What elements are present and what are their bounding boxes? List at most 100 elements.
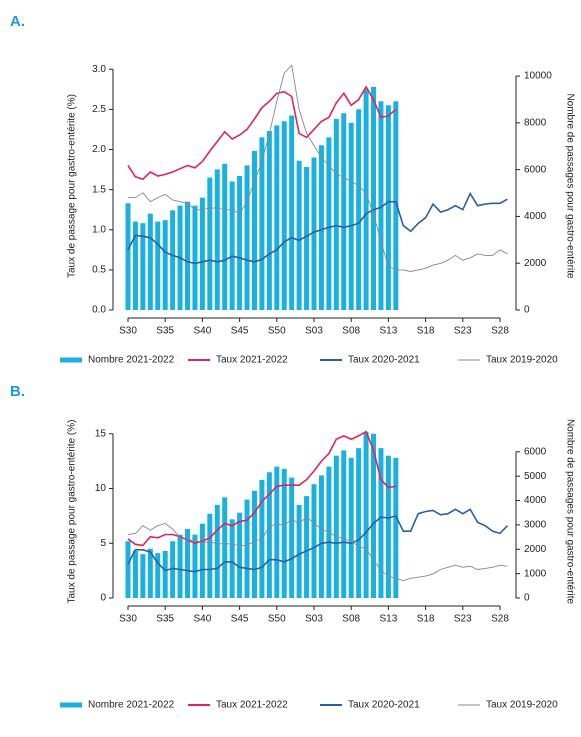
bar	[251, 150, 257, 310]
y-tick-label: 0	[100, 593, 106, 604]
bar	[155, 221, 161, 310]
y-tick-label: 0.0	[92, 305, 106, 316]
legend-label: Taux 2019-2020	[486, 355, 558, 366]
bar	[125, 203, 131, 310]
bar	[274, 466, 280, 598]
y2-tick-label: 6000	[524, 446, 547, 457]
y2-tick-label: 0	[524, 593, 530, 604]
line	[127, 85, 397, 181]
y-axis-label: Taux de passage pour gastro-entérite (%)	[67, 94, 78, 278]
bar	[244, 499, 250, 598]
x-tick-label: S35	[156, 614, 174, 625]
bar	[140, 554, 146, 598]
bar	[237, 175, 243, 310]
bar	[222, 497, 228, 598]
bar	[363, 431, 369, 598]
y2-tick-label: 4000	[524, 495, 547, 506]
bar	[199, 523, 205, 598]
bar	[199, 197, 205, 310]
line	[127, 430, 396, 547]
bar	[289, 115, 295, 310]
x-tick-label: S45	[231, 614, 249, 625]
bar	[296, 504, 302, 598]
legend-label: Taux 2020-2021	[348, 700, 420, 711]
bar	[281, 468, 287, 598]
bar	[304, 496, 310, 598]
bar	[162, 550, 168, 598]
bar	[125, 541, 131, 598]
bar	[237, 512, 243, 598]
y2-tick-label: 5000	[524, 471, 547, 482]
bar	[326, 137, 332, 310]
line	[127, 508, 508, 573]
bar	[378, 101, 384, 310]
bar	[304, 167, 310, 310]
x-tick-label: S18	[417, 614, 435, 625]
x-tick-label: S23	[454, 326, 472, 337]
bar	[251, 490, 257, 598]
bar	[385, 105, 391, 310]
y2-tick-label: 2000	[524, 544, 547, 555]
bar	[378, 448, 384, 598]
bar	[185, 201, 191, 310]
x-tick-label: S23	[454, 614, 472, 625]
x-tick-label: S28	[491, 326, 509, 337]
x-tick-label: S18	[417, 326, 435, 337]
bar	[140, 223, 146, 310]
bar	[333, 455, 339, 598]
bar	[207, 177, 213, 310]
bar	[132, 550, 138, 598]
panel-label: B.	[10, 383, 25, 400]
legend-label: Taux 2019-2020	[486, 700, 558, 711]
bar	[244, 165, 250, 310]
x-tick-label: S13	[380, 614, 398, 625]
line	[127, 516, 508, 581]
x-tick-label: S03	[305, 614, 323, 625]
y-tick-label: 15	[95, 428, 107, 439]
bar	[393, 101, 399, 310]
y2-tick-label: 10000	[524, 71, 552, 82]
bar	[393, 457, 399, 598]
bar	[348, 122, 354, 310]
x-tick-label: S40	[194, 614, 212, 625]
bar	[192, 205, 198, 310]
legend-label: Taux 2021-2022	[216, 355, 288, 366]
bar	[318, 145, 324, 310]
y-axis-label: Taux de passage pour gastro-entérite (%)	[67, 420, 78, 604]
bar	[363, 89, 369, 311]
x-tick-label: S50	[268, 326, 286, 337]
y-tick-label: 1.0	[92, 224, 106, 235]
bar	[170, 541, 176, 598]
x-tick-label: S03	[305, 326, 323, 337]
bar	[371, 86, 377, 310]
y-tick-label: 0.5	[92, 265, 106, 276]
line	[128, 64, 508, 272]
y2-tick-label: 8000	[524, 117, 547, 128]
y-tick-label: 10	[95, 483, 107, 494]
bar	[229, 519, 235, 598]
bar	[356, 109, 362, 310]
y2-axis-label: Nombre de passages pour gastro-entérite	[564, 93, 575, 279]
y2-tick-label: 3000	[524, 520, 547, 531]
bar	[371, 433, 377, 598]
y2-tick-label: 0	[524, 305, 530, 316]
legend-label: Taux 2021-2022	[216, 700, 288, 711]
bar	[214, 504, 220, 598]
bar	[341, 450, 347, 598]
y-tick-label: 5	[100, 538, 106, 549]
x-tick-label: S45	[231, 326, 249, 337]
legend-label: Nombre 2021-2022	[88, 700, 175, 711]
bar	[318, 475, 324, 598]
bar	[229, 181, 235, 310]
bar	[222, 163, 228, 310]
bar	[274, 125, 280, 310]
bar	[207, 513, 213, 598]
bar	[356, 448, 362, 598]
line	[127, 191, 508, 265]
bar	[259, 137, 265, 310]
bar	[311, 484, 317, 598]
bar	[155, 553, 161, 598]
bar	[147, 213, 153, 310]
bar	[281, 121, 287, 311]
legend-label: Taux 2020-2021	[348, 355, 420, 366]
